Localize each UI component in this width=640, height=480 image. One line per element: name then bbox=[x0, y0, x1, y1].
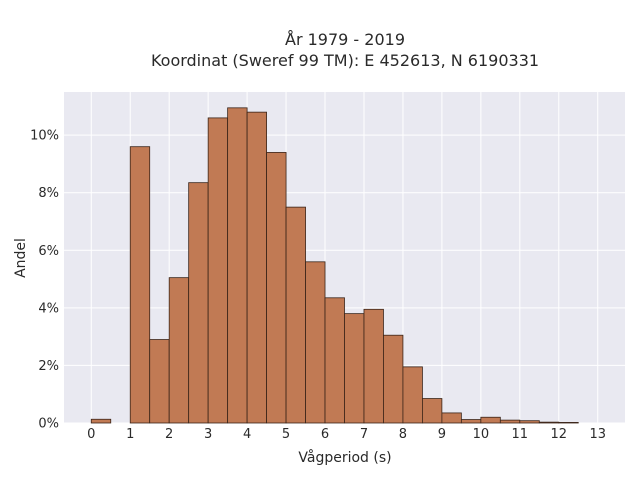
histogram-bar bbox=[383, 334, 404, 424]
histogram-bar bbox=[188, 182, 209, 424]
histogram-bar bbox=[538, 421, 560, 424]
x-axis-label: Vågperiod (s) bbox=[298, 449, 391, 466]
y-tick-label: 6% bbox=[38, 244, 59, 259]
x-tick-label: 1 bbox=[126, 427, 134, 442]
chart-title-line-2: Koordinat (Sweref 99 TM): E 452613, N 61… bbox=[151, 51, 539, 70]
x-tick-label: 9 bbox=[438, 427, 446, 442]
histogram-bar bbox=[363, 308, 384, 424]
histogram-bar bbox=[285, 206, 306, 424]
histogram-bar bbox=[558, 422, 579, 424]
x-tick-label: 13 bbox=[589, 427, 606, 442]
x-tick-labels: 0 1 2 3 4 5 6 7 8 9 10 11 12 13 bbox=[87, 427, 606, 442]
y-tick-label: 0% bbox=[38, 417, 59, 432]
x-tick-label: 2 bbox=[165, 427, 173, 442]
y-tick-label: 8% bbox=[38, 186, 59, 201]
histogram-bar bbox=[519, 420, 540, 424]
histogram-bar bbox=[402, 366, 423, 424]
histogram-bar bbox=[499, 419, 521, 424]
x-tick-label: 11 bbox=[512, 427, 529, 442]
histogram-bar bbox=[207, 117, 229, 424]
histogram-bar bbox=[129, 146, 151, 424]
histogram-bar bbox=[441, 412, 462, 424]
y-axis-label: Andel bbox=[13, 238, 29, 278]
histogram-bar bbox=[266, 152, 287, 424]
y-tick-label: 2% bbox=[38, 359, 59, 374]
chart-title-line-1: År 1979 - 2019 bbox=[285, 30, 405, 49]
y-tick-labels: 0% 2% 4% 6% 8% 10% bbox=[30, 129, 59, 432]
histogram-bar bbox=[90, 418, 112, 424]
x-tick-label: 3 bbox=[204, 427, 212, 442]
histogram-bars bbox=[90, 107, 579, 424]
y-tick-label: 4% bbox=[38, 301, 59, 316]
y-tick-label: 10% bbox=[30, 129, 59, 144]
histogram-bar bbox=[168, 277, 190, 424]
histogram-bar bbox=[227, 107, 248, 424]
x-tick-label: 0 bbox=[87, 427, 95, 442]
x-tick-label: 12 bbox=[550, 427, 567, 442]
histogram-bar bbox=[344, 313, 365, 424]
x-tick-label: 4 bbox=[243, 427, 251, 442]
histogram-bar bbox=[246, 111, 267, 424]
x-tick-label: 8 bbox=[399, 427, 407, 442]
histogram-bar bbox=[305, 261, 326, 424]
x-tick-label: 5 bbox=[282, 427, 290, 442]
histogram-bar bbox=[460, 419, 482, 424]
histogram-bar bbox=[422, 398, 443, 424]
x-tick-label: 6 bbox=[321, 427, 329, 442]
x-tick-label: 10 bbox=[473, 427, 490, 442]
histogram-bar bbox=[480, 416, 501, 424]
histogram-bar bbox=[324, 297, 345, 424]
histogram-bar bbox=[149, 339, 170, 424]
x-tick-label: 7 bbox=[360, 427, 368, 442]
